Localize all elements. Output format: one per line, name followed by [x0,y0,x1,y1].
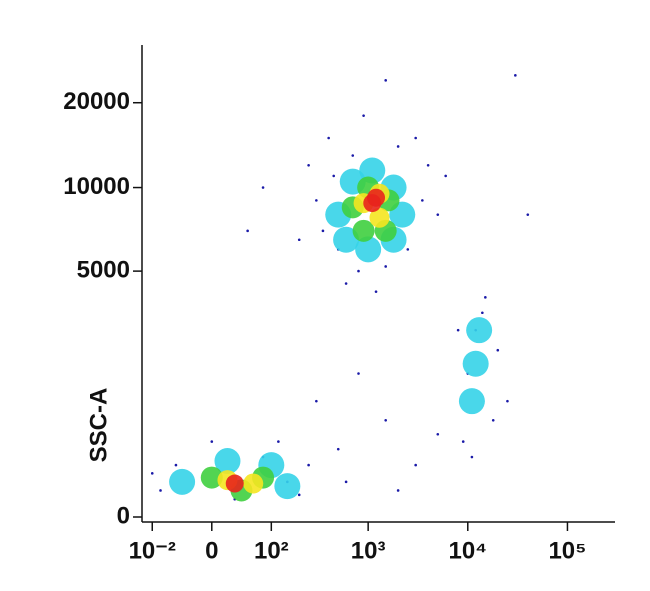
y-tick-label: 5000 [77,256,130,283]
point [332,174,336,178]
point [421,199,424,202]
point [470,455,474,459]
point [444,174,447,178]
point [406,248,410,251]
point [351,154,355,157]
point [261,186,265,189]
x-tick-label: 10⁴ [448,537,487,564]
point [491,419,495,422]
point [277,440,280,443]
point [297,493,301,497]
point [481,311,484,315]
point [200,466,223,489]
point [344,480,348,484]
point [174,463,178,467]
point [514,74,517,77]
point [225,474,244,493]
point [315,199,318,202]
point [307,463,310,467]
point [210,440,214,443]
point [357,269,360,273]
x-tick-label: 10⁵ [548,537,586,564]
point [414,463,417,467]
point [355,236,382,263]
y-tick-label: 20000 [63,88,130,115]
point [458,388,485,415]
point [336,447,340,451]
x-tick-label: 10³ [351,537,386,564]
point [243,473,264,494]
point [150,472,154,475]
point [436,432,440,436]
point [374,290,378,293]
x-tick-label: 0 [205,537,218,564]
x-tick-label: 10⁻² [129,537,176,564]
point [333,226,360,253]
point [462,350,489,377]
y-axis-label: SSC-A [85,388,112,463]
point [246,229,249,233]
point [461,440,465,443]
y-tick-label: 0 [117,502,130,529]
point [159,489,162,492]
point [436,213,440,216]
point [315,399,318,403]
y-tick-label: 10000 [63,173,130,200]
point [362,114,365,117]
point [384,79,387,82]
point [456,328,460,332]
point [414,136,417,140]
point [369,207,390,228]
x-tick-label: 10² [254,537,289,564]
point [384,419,387,422]
point [506,399,509,403]
point [307,163,310,167]
point [169,468,196,495]
point [396,145,400,148]
point [426,163,430,167]
point [384,265,387,268]
point [321,229,325,233]
point [214,448,241,475]
point [466,317,493,344]
point [396,489,400,492]
point [526,213,530,216]
point [297,238,301,242]
point [367,188,386,207]
point [344,282,348,285]
point [327,136,330,140]
point [357,372,360,375]
point [274,473,301,500]
point [484,296,487,299]
point [352,219,375,242]
point [496,348,500,352]
